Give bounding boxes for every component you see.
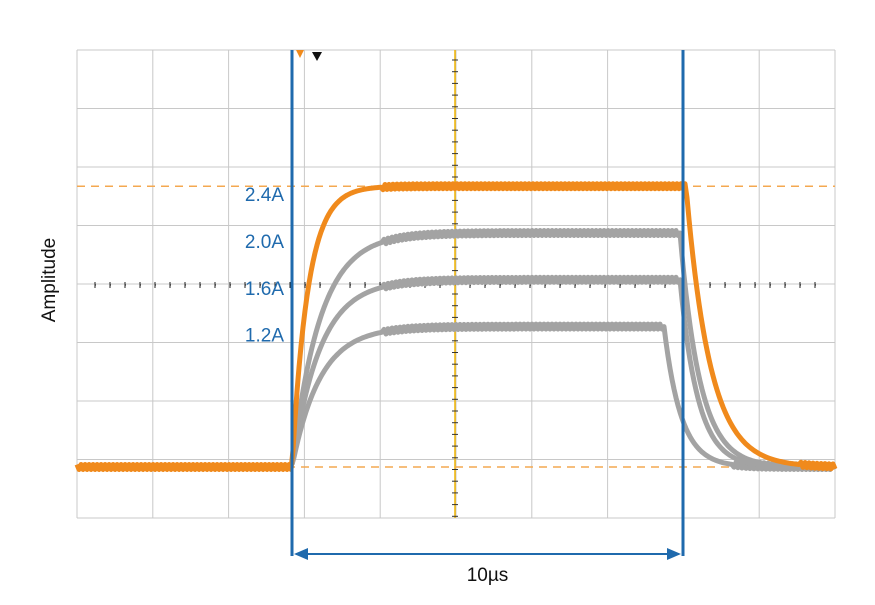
waveform	[289, 274, 837, 472]
level-label: 1.2A	[245, 326, 284, 347]
level-label: 1.6A	[245, 279, 284, 300]
level-label: 2.0A	[245, 232, 284, 253]
arrow-head	[294, 548, 308, 560]
waveform	[289, 228, 837, 472]
trigger-marker	[312, 52, 322, 61]
waveform	[74, 181, 838, 472]
duration-label: 10µs	[467, 565, 509, 586]
y-axis-label: Amplitude	[39, 238, 60, 323]
arrow-head	[667, 548, 681, 560]
trigger-marker	[296, 50, 304, 58]
level-label: 2.4A	[245, 185, 284, 206]
